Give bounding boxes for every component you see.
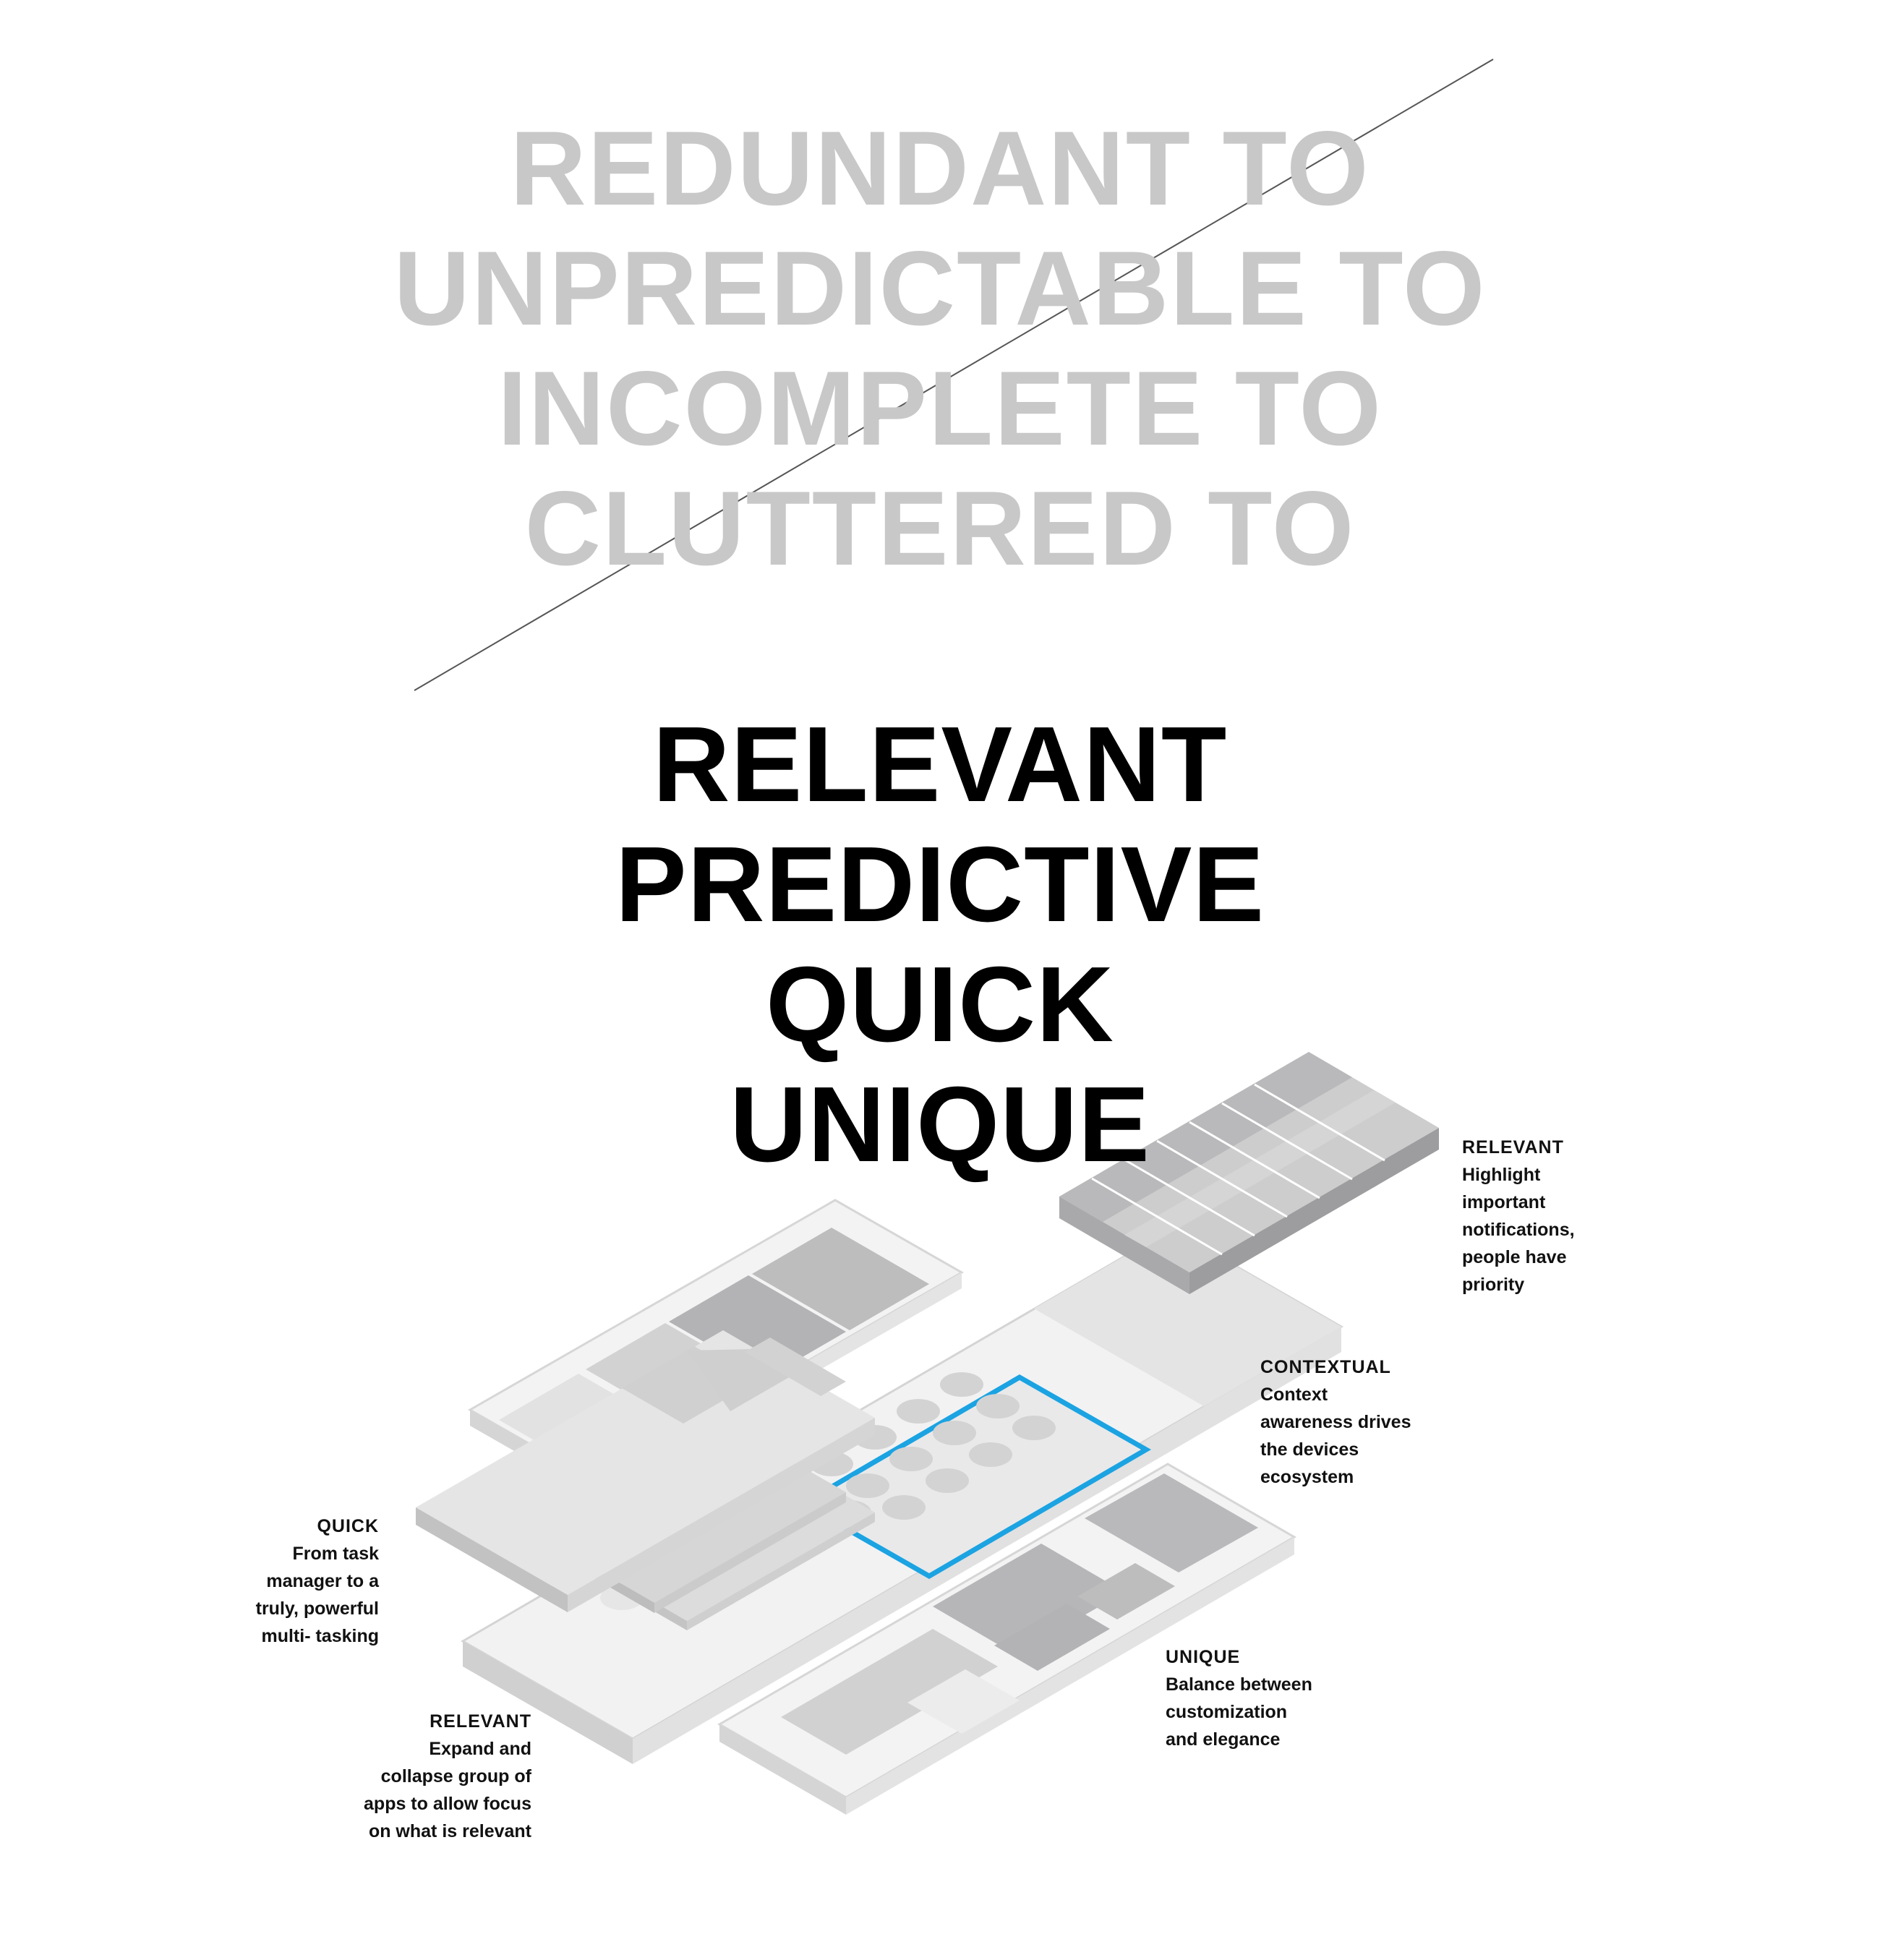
annotation-contextual: CONTEXTUAL Context awareness drives the … xyxy=(1260,1353,1411,1491)
annotation-heading: QUICK xyxy=(317,1516,379,1536)
contextual-highlight-outline xyxy=(798,1374,1151,1580)
annotation-heading: RELEVANT xyxy=(1462,1137,1564,1157)
crossed-out-line: INCOMPLETE TO xyxy=(497,349,1383,467)
annotation-body: From task manager to a truly, powerful m… xyxy=(255,1544,379,1646)
annotation-relevant-notifications: RELEVANT Highlight important notificatio… xyxy=(1462,1134,1575,1298)
crossed-out-line: UNPREDICTABLE TO xyxy=(393,229,1487,347)
stacked-task-cards xyxy=(416,1330,875,1630)
annotation-unique: UNIQUE Balance between customization and… xyxy=(1166,1643,1312,1753)
strike-through-line xyxy=(414,59,1494,691)
annotation-body: Balance between customization and elegan… xyxy=(1166,1674,1312,1750)
annotation-body: Context awareness drives the devices eco… xyxy=(1260,1385,1411,1487)
crossed-out-line: REDUNDANT TO xyxy=(510,109,1370,227)
panel-bottom-right xyxy=(717,1463,1296,1815)
annotation-relevant-groups: RELEVANT Expand and collapse group of ap… xyxy=(318,1708,531,1845)
principle-word: PREDICTIVE xyxy=(615,825,1265,944)
principle-word: UNIQUE xyxy=(730,1065,1150,1184)
annotation-heading: RELEVANT xyxy=(430,1711,531,1732)
crossed-out-heading: REDUNDANT TO UNPREDICTABLE TO INCOMPLETE… xyxy=(0,108,1880,589)
crossed-out-line: CLUTTERED TO xyxy=(524,469,1356,587)
panel-notifications xyxy=(1059,1052,1439,1294)
principle-word: QUICK xyxy=(766,945,1114,1064)
annotation-quick: QUICK From task manager to a truly, powe… xyxy=(217,1512,379,1650)
annotation-heading: UNIQUE xyxy=(1166,1647,1241,1667)
annotation-heading: CONTEXTUAL xyxy=(1260,1357,1391,1377)
annotation-body: Expand and collapse group of apps to all… xyxy=(364,1739,531,1841)
annotation-body: Highlight important notifications, peopl… xyxy=(1462,1165,1575,1295)
principles-heading: RELEVANT PREDICTIVE QUICK UNIQUE xyxy=(0,705,1880,1185)
principle-word: RELEVANT xyxy=(652,705,1228,824)
